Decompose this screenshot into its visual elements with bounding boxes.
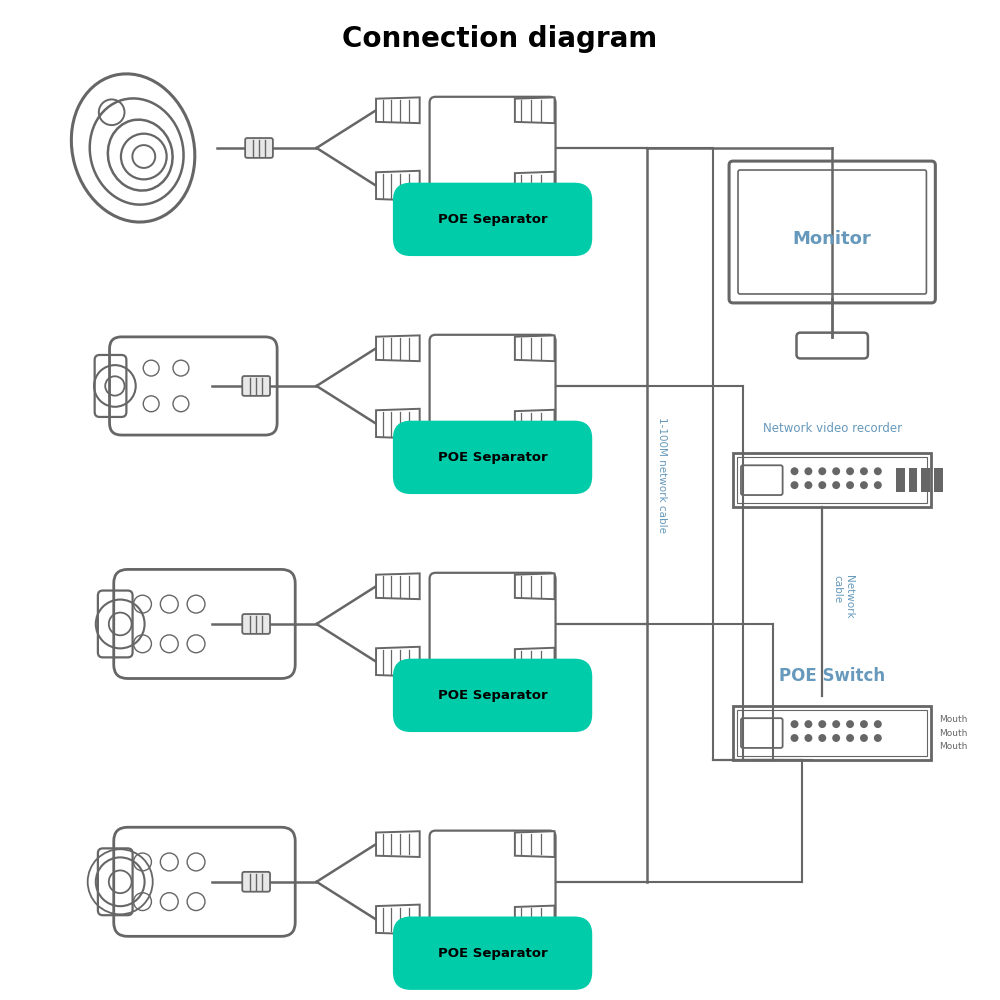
Circle shape: [846, 734, 854, 742]
FancyBboxPatch shape: [430, 573, 556, 698]
FancyBboxPatch shape: [245, 138, 273, 158]
Bar: [909, 468, 917, 492]
Polygon shape: [376, 573, 420, 599]
FancyBboxPatch shape: [393, 183, 592, 256]
Circle shape: [804, 720, 812, 728]
Text: POE Separator: POE Separator: [438, 213, 547, 226]
Circle shape: [818, 720, 826, 728]
Polygon shape: [515, 97, 555, 123]
FancyBboxPatch shape: [393, 916, 592, 990]
Text: Mouth: Mouth: [939, 715, 968, 724]
Circle shape: [860, 467, 868, 475]
Circle shape: [846, 720, 854, 728]
Text: POE Separator: POE Separator: [438, 689, 547, 702]
Polygon shape: [515, 573, 555, 599]
FancyBboxPatch shape: [393, 659, 592, 732]
Circle shape: [832, 467, 840, 475]
Bar: [934, 468, 943, 492]
Text: POE Separator: POE Separator: [438, 947, 547, 960]
Circle shape: [846, 481, 854, 489]
Polygon shape: [376, 409, 420, 439]
Polygon shape: [515, 648, 555, 676]
Circle shape: [874, 720, 882, 728]
Polygon shape: [376, 831, 420, 857]
Circle shape: [874, 467, 882, 475]
Circle shape: [874, 481, 882, 489]
Bar: [921, 468, 930, 492]
Text: POE Switch: POE Switch: [779, 667, 885, 685]
Circle shape: [791, 720, 798, 728]
Polygon shape: [376, 335, 420, 361]
Text: POE Separator: POE Separator: [438, 451, 547, 464]
Text: Connection diagram: Connection diagram: [342, 25, 658, 53]
Circle shape: [874, 734, 882, 742]
Bar: [733, 453, 931, 507]
Polygon shape: [376, 171, 420, 201]
Text: Network
cable: Network cable: [832, 575, 854, 618]
FancyBboxPatch shape: [430, 97, 556, 222]
Text: Mouth: Mouth: [939, 729, 968, 738]
Circle shape: [860, 734, 868, 742]
Polygon shape: [515, 410, 555, 438]
Bar: [733, 706, 931, 760]
Circle shape: [832, 720, 840, 728]
FancyBboxPatch shape: [242, 614, 270, 634]
Bar: [896, 468, 905, 492]
FancyBboxPatch shape: [430, 335, 556, 460]
Bar: [737, 457, 927, 503]
Text: Network video recorder: Network video recorder: [763, 422, 902, 435]
Text: Mouth: Mouth: [939, 742, 968, 751]
FancyBboxPatch shape: [430, 831, 556, 956]
Circle shape: [791, 481, 798, 489]
Polygon shape: [376, 97, 420, 123]
Circle shape: [860, 481, 868, 489]
Polygon shape: [376, 905, 420, 934]
Circle shape: [860, 720, 868, 728]
Circle shape: [846, 467, 854, 475]
Polygon shape: [515, 172, 555, 200]
Circle shape: [818, 481, 826, 489]
Bar: [737, 710, 927, 756]
Polygon shape: [515, 831, 555, 857]
Circle shape: [791, 734, 798, 742]
FancyBboxPatch shape: [393, 421, 592, 494]
Text: 1-100M network cable: 1-100M network cable: [657, 417, 667, 533]
Circle shape: [818, 467, 826, 475]
Polygon shape: [515, 335, 555, 361]
Circle shape: [832, 481, 840, 489]
FancyBboxPatch shape: [242, 376, 270, 396]
FancyBboxPatch shape: [242, 872, 270, 892]
Circle shape: [832, 734, 840, 742]
Circle shape: [791, 467, 798, 475]
Polygon shape: [515, 906, 555, 933]
Text: Monitor: Monitor: [793, 230, 872, 248]
Circle shape: [804, 467, 812, 475]
Circle shape: [818, 734, 826, 742]
Circle shape: [804, 481, 812, 489]
Circle shape: [804, 734, 812, 742]
Polygon shape: [376, 647, 420, 677]
